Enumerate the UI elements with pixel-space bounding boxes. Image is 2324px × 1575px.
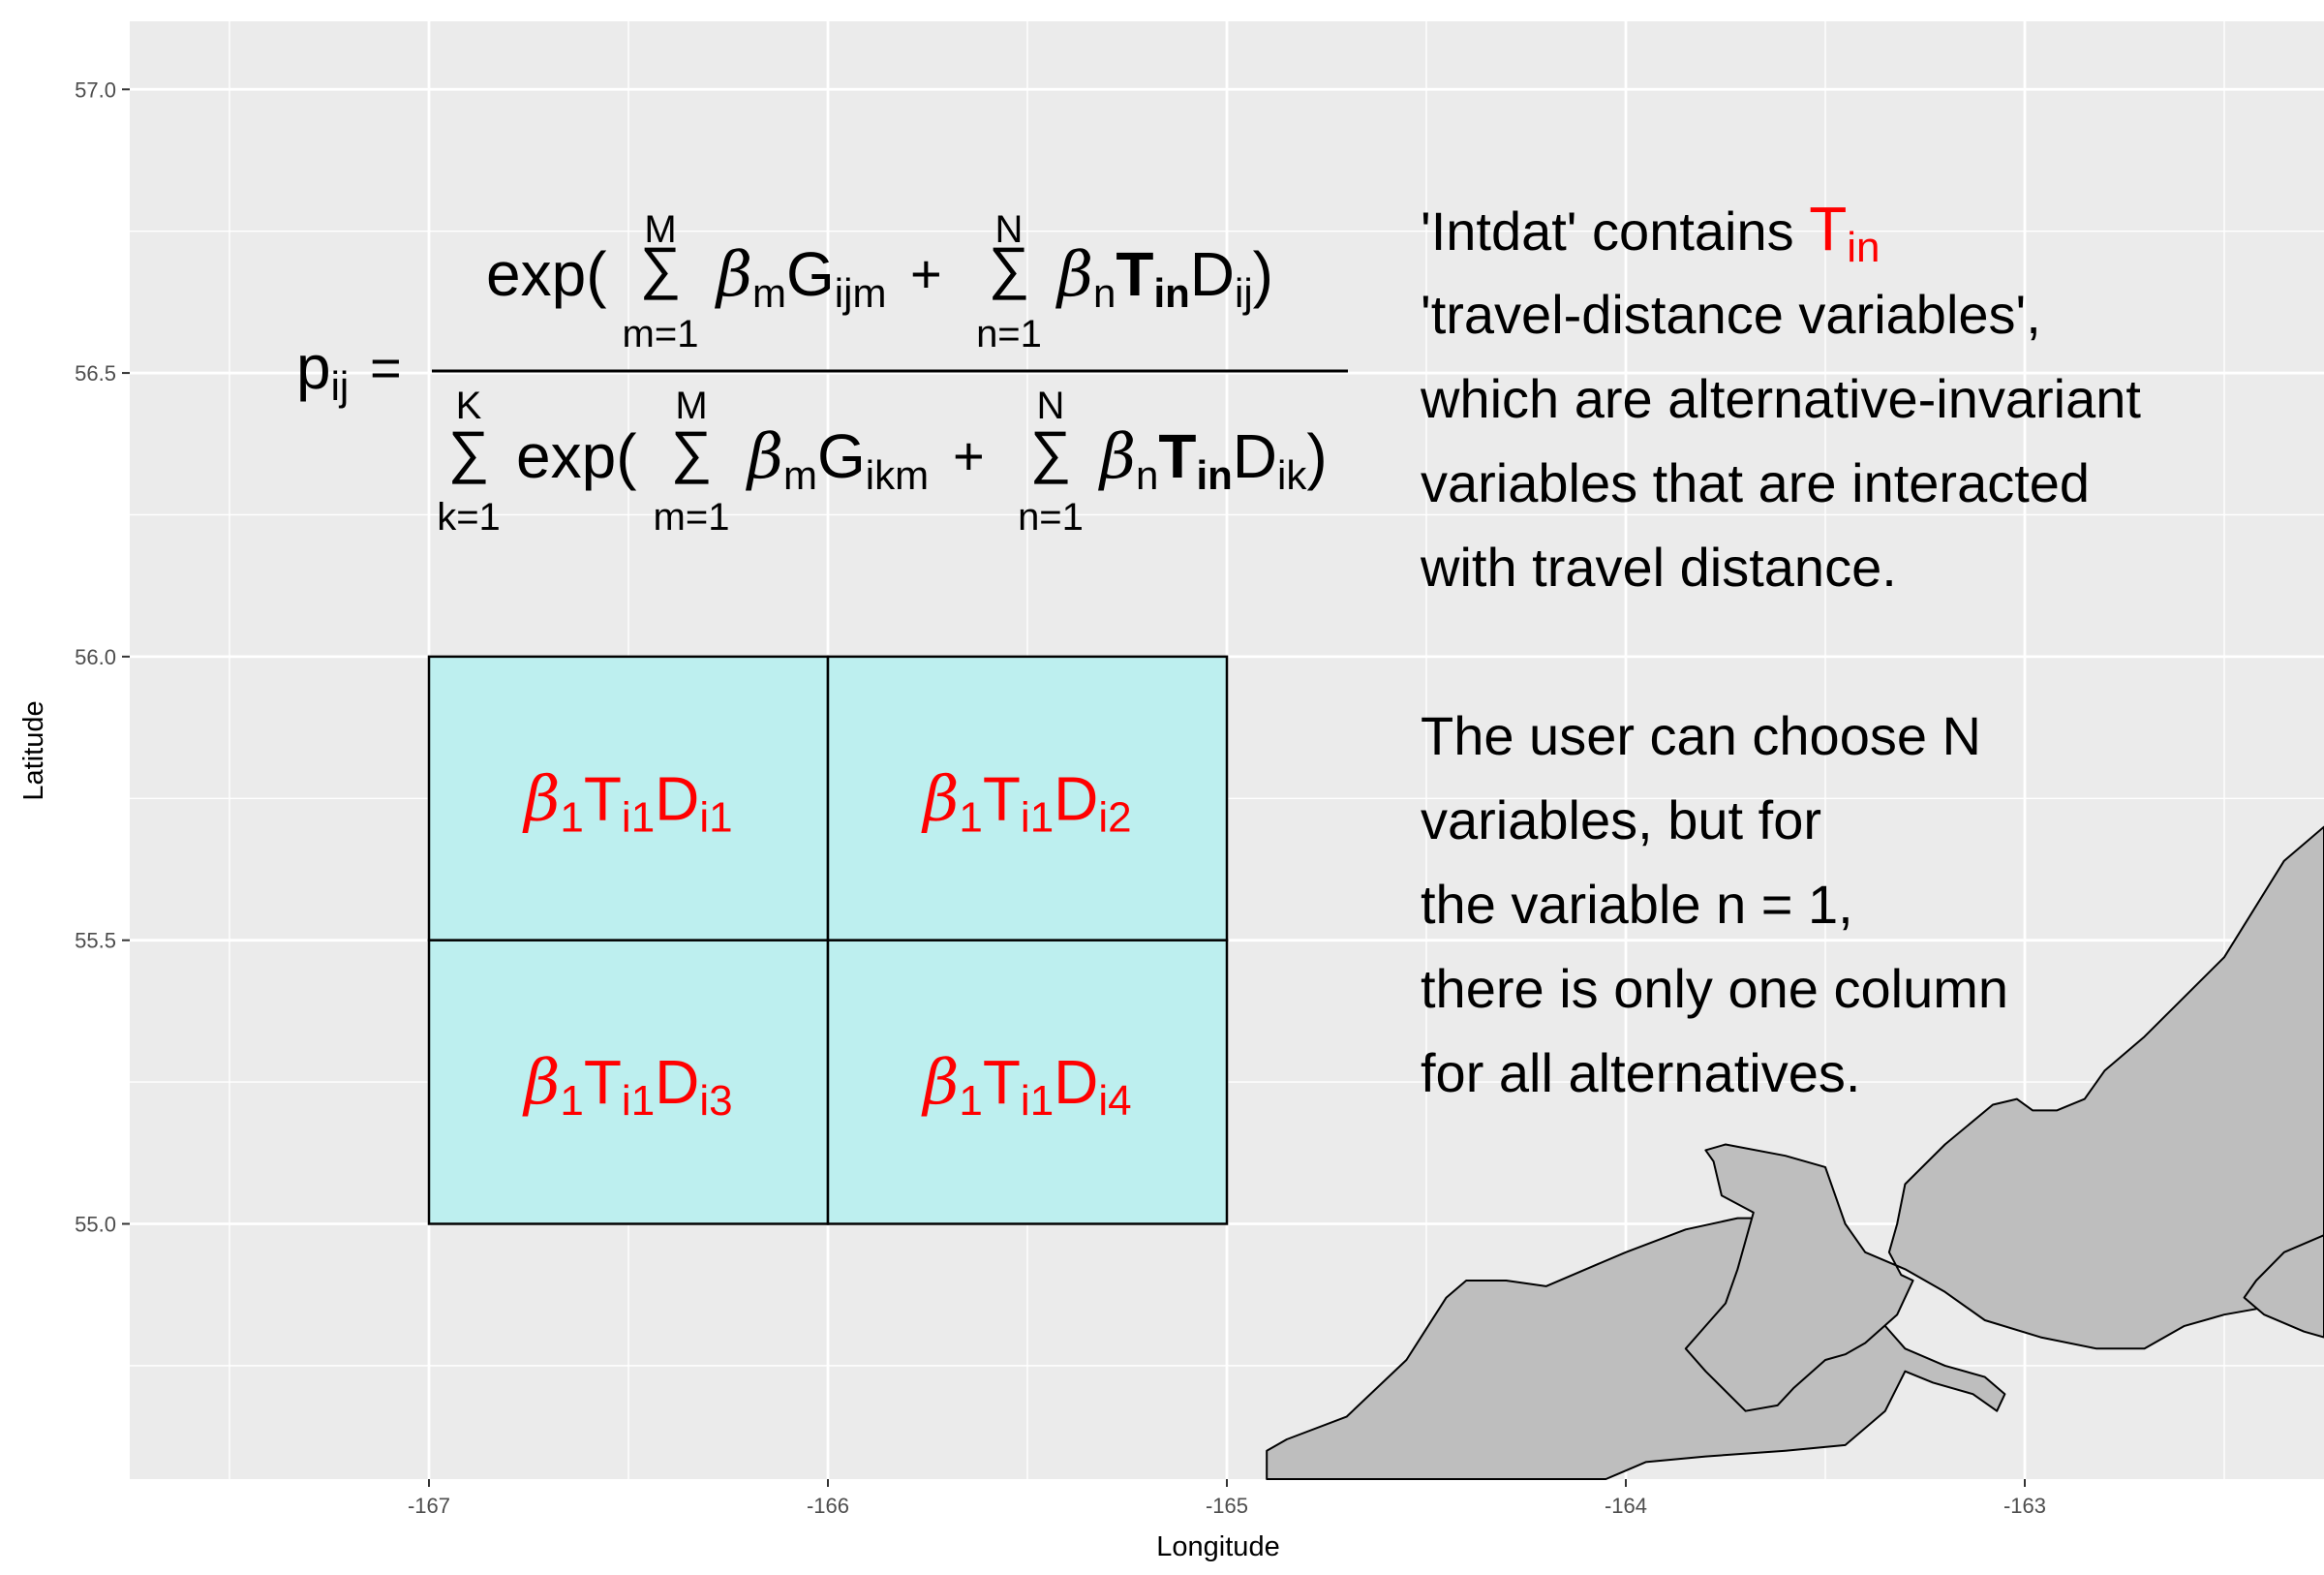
formula-equals: = [370, 337, 402, 398]
grid-cells [427, 655, 1229, 1225]
x-axis-ticks: -167 -166 -165 -164 -163 [408, 1479, 2046, 1518]
numerator-term-g: βmGijm [715, 239, 886, 316]
annotation-line-7: variables, but for [1421, 789, 1821, 850]
numerator-sum-n-top: N [995, 208, 1024, 251]
annotation-line-3: variables that are interacted [1421, 452, 2090, 513]
annotation-intro: 'Intdat' contains Tin [1421, 194, 1881, 271]
grid-cell-label-3: β1Ti1Di3 [522, 1047, 732, 1125]
annotation-line-8: the variable n = 1, [1421, 874, 1853, 935]
annotation-line-10: for all alternatives. [1421, 1042, 1860, 1103]
grid-cell-1 [427, 655, 830, 942]
grid-cell-label-2: β1Ti1Di2 [921, 763, 1131, 841]
denominator-exp: exp( [516, 421, 637, 491]
annotation-text: 'Intdat' contains Tin 'travel-distance v… [1420, 194, 2141, 1103]
x-tick-label: -163 [2003, 1494, 2046, 1518]
annotation-line-9: there is only one column [1421, 958, 2008, 1019]
y-axis-title: Latitude [18, 700, 49, 800]
grid-cell-4 [826, 939, 1229, 1225]
land-polygon-2 [1684, 825, 2324, 1412]
coastline-landmass [1266, 825, 2324, 1480]
denominator-sum-k-bottom: k=1 [437, 496, 501, 539]
numerator-sum-m-top: M [644, 208, 676, 251]
x-tick-label: -164 [1605, 1494, 1647, 1518]
numerator-exp: exp( [486, 239, 607, 309]
denominator-sum-m-sigma: ∑ [671, 419, 713, 484]
denominator-term-g: βmGikm [746, 421, 929, 498]
annotation-line-2: which are alternative-invariant [1420, 368, 2141, 429]
numerator-sum-n-sigma: ∑ [989, 235, 1030, 300]
denominator-sum-n-sigma: ∑ [1030, 419, 1072, 484]
y-axis-ticks: 55.0 55.5 56.0 56.5 57.0 [75, 77, 130, 1236]
numerator-sum-n-bottom: n=1 [976, 313, 1042, 355]
x-tick-label: -166 [807, 1494, 849, 1518]
y-tick-label: 56.5 [75, 361, 116, 386]
x-tick-label: -165 [1206, 1494, 1248, 1518]
annotation-line-1: 'travel-distance variables', [1421, 284, 2041, 345]
denominator-sum-m-bottom: m=1 [654, 496, 730, 539]
probability-formula: pij = exp( M ∑ m=1 βmGijm + N ∑ n=1 βnTi… [296, 208, 1348, 539]
grid-cell-label-1: β1Ti1Di1 [522, 763, 732, 841]
x-tick-label: -167 [408, 1494, 450, 1518]
grid-cell-2 [826, 655, 1229, 942]
grid-cell-label-4: β1Ti1Di4 [921, 1047, 1131, 1125]
denominator-sum-m-top: M [675, 385, 707, 427]
numerator-sum-m-bottom: m=1 [623, 313, 699, 355]
y-tick-label: 55.5 [75, 929, 116, 953]
grid-cell-labels: β1Ti1Di1 β1Ti1Di2 β1Ti1Di3 β1Ti1Di4 [522, 763, 1131, 1125]
denominator-sum-k-top: K [456, 385, 482, 427]
denominator-sum-k-sigma: ∑ [448, 419, 490, 484]
formula-lhs: pij [296, 332, 349, 409]
denominator-sum-n-bottom: n=1 [1018, 496, 1084, 539]
denominator-plus: + [953, 425, 985, 486]
land-polygon-3 [2243, 1234, 2324, 1339]
annotation-line-4: with travel distance. [1420, 537, 1897, 598]
annotation-line-6: The user can choose N [1421, 705, 1981, 766]
numerator-plus: + [910, 243, 942, 304]
grid-cell-3 [427, 939, 830, 1225]
denominator-sum-n-top: N [1037, 385, 1065, 427]
y-tick-label: 57.0 [75, 77, 116, 102]
y-tick-label: 55.0 [75, 1212, 116, 1236]
y-tick-label: 56.0 [75, 645, 116, 669]
numerator-sum-m-sigma: ∑ [640, 235, 682, 300]
denominator-term-td: βnTinDik) [1098, 421, 1328, 498]
x-axis-title: Longitude [1156, 1531, 1279, 1562]
numerator-term-td: βnTinDij) [1055, 239, 1273, 316]
